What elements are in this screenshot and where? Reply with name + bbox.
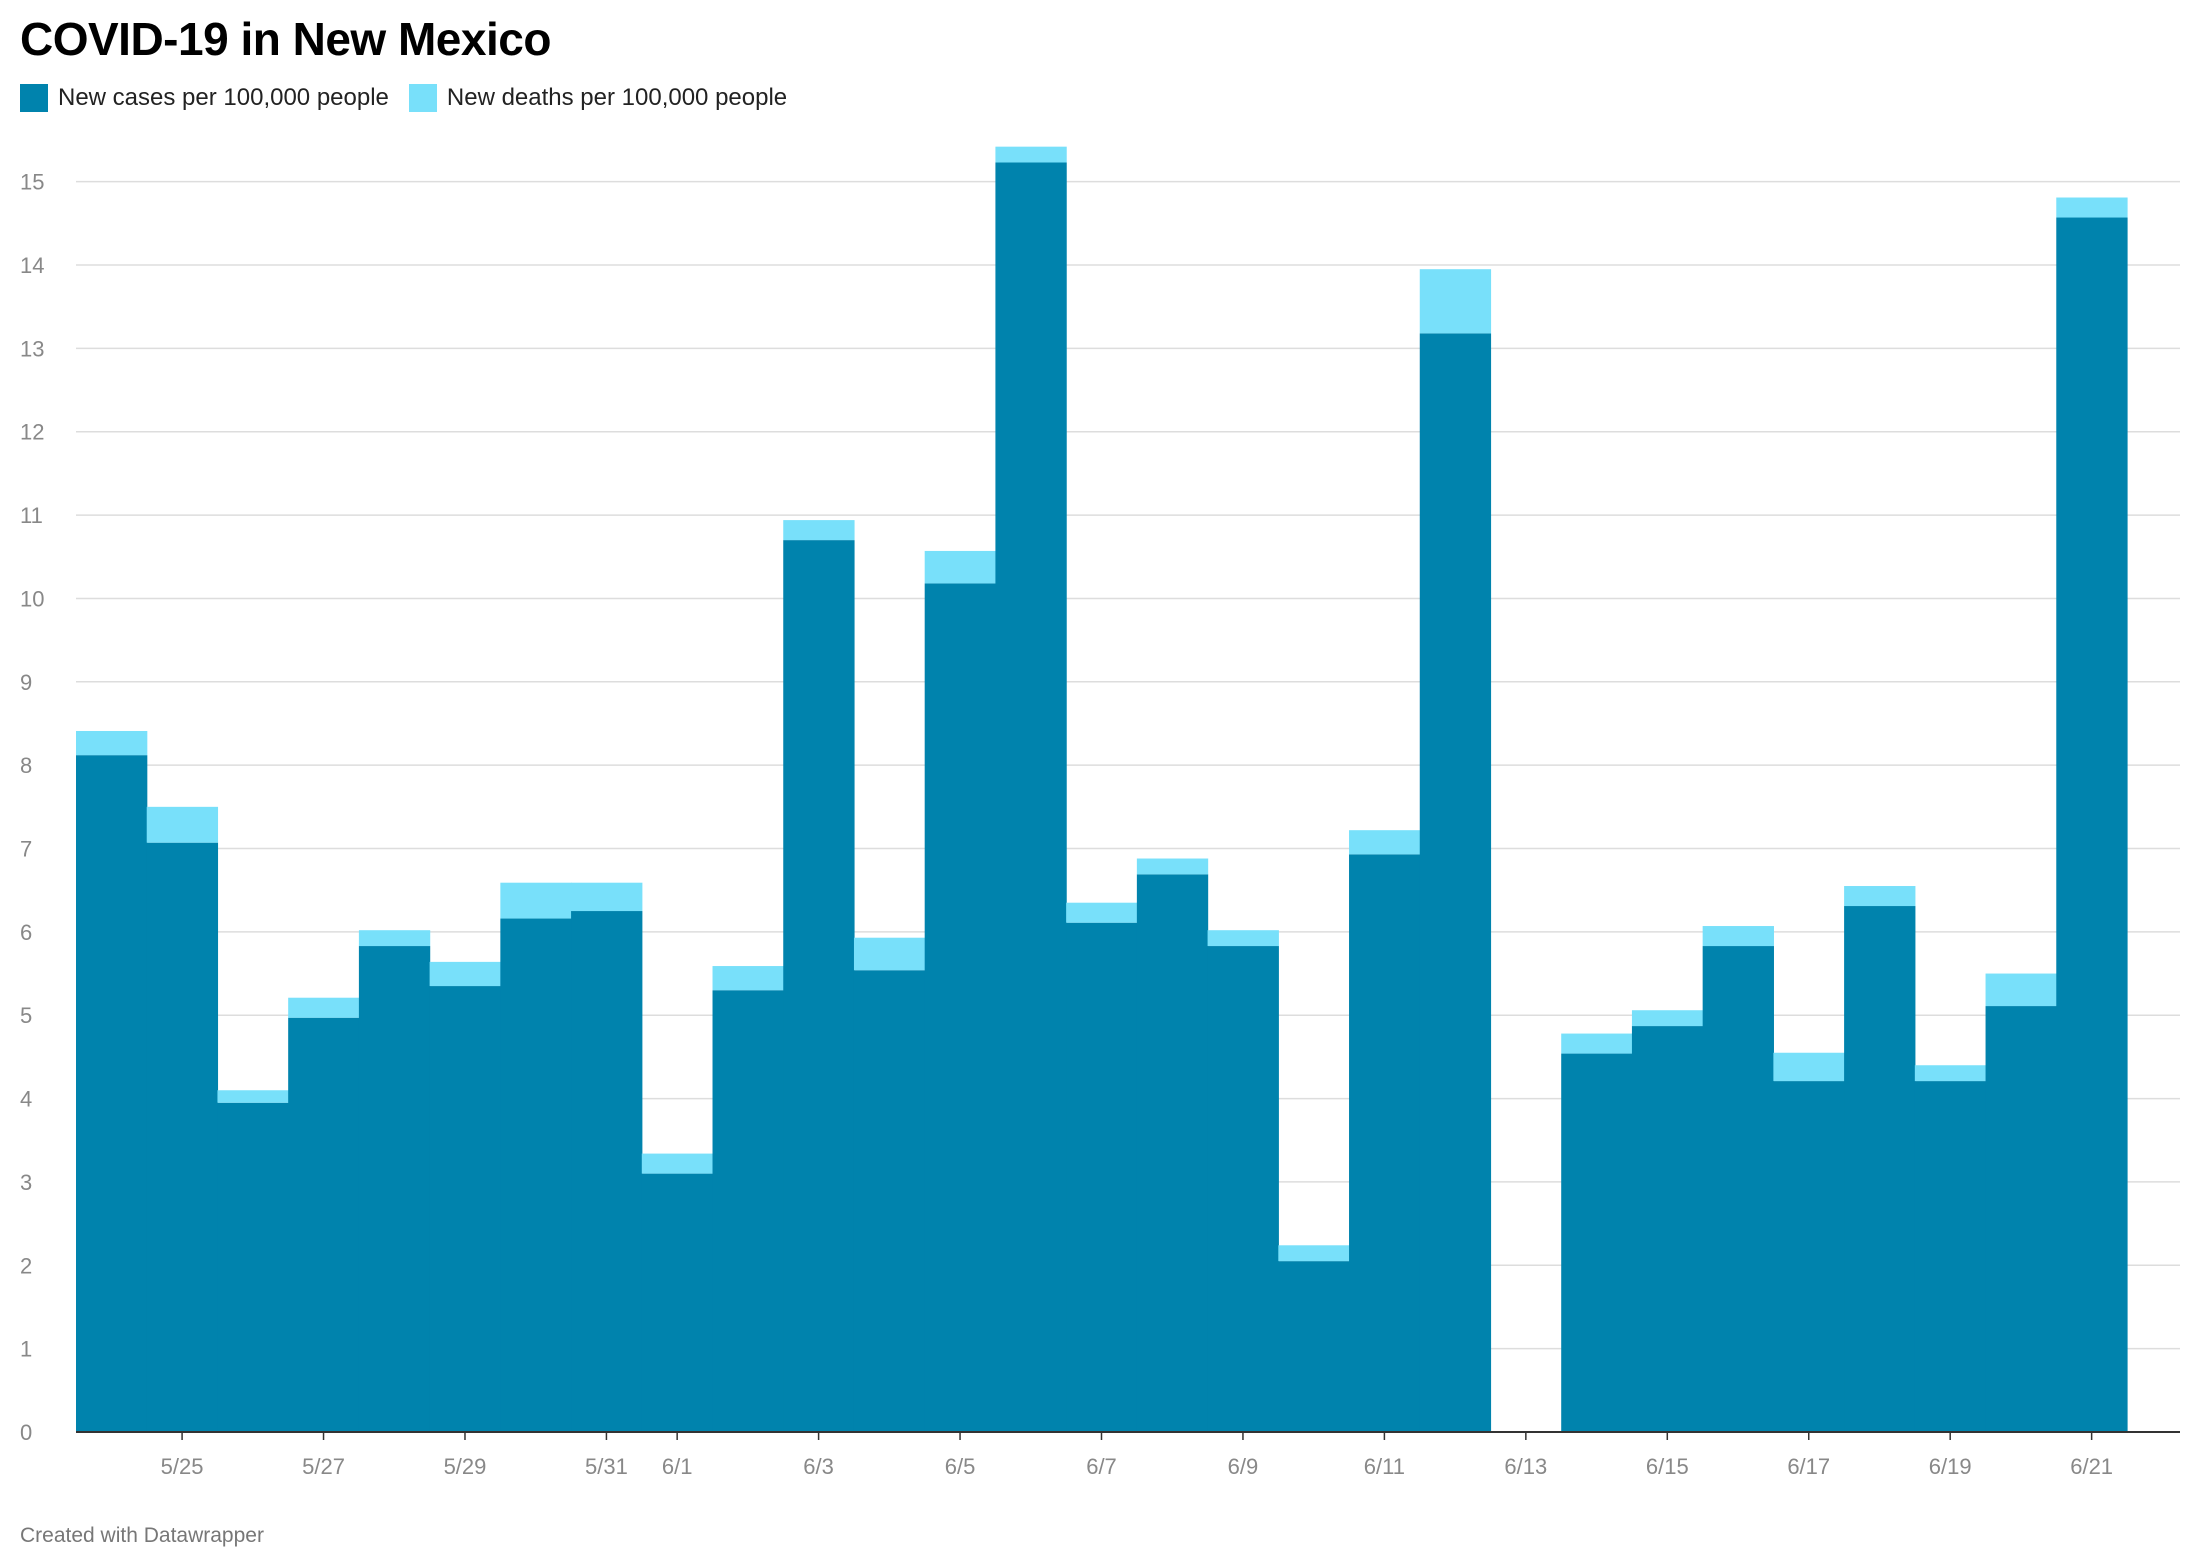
bar-deaths [712,966,784,991]
y-tick-label: 15 [20,170,44,195]
x-tick-label: 5/25 [161,1454,204,1479]
bar-deaths [288,997,360,1018]
bar-cases [76,755,148,1432]
bar-deaths [1419,269,1492,334]
y-tick-label: 9 [20,670,32,695]
bar-cases [924,583,997,1432]
y-tick-label: 11 [20,503,43,528]
bar-deaths [571,882,643,912]
x-tick-label: 6/1 [662,1454,693,1479]
bar-deaths [853,937,926,971]
bar-deaths [1136,858,1209,875]
bar-deaths [2056,197,2128,218]
bar-cases [217,1102,289,1432]
bar-cases [1773,1081,1845,1432]
bar-cases [1561,1053,1633,1432]
bar-cases [641,1173,714,1432]
footer-credit: Created with Datawrapper [20,1524,264,1547]
bar-deaths [146,806,219,843]
y-tick-label: 14 [20,253,44,278]
bar-cases [712,990,784,1432]
x-tick-label: 6/19 [1929,1454,1972,1479]
bar-cases [1419,333,1492,1432]
y-tick-label: 2 [20,1253,32,1278]
bar-deaths [1066,902,1138,923]
bar-deaths [429,961,501,987]
bar-deaths [1844,886,1916,907]
bar-cases [571,911,643,1432]
bar-cases [1349,854,1421,1432]
legend: New cases per 100,000 people New deaths … [20,84,807,112]
bar-cases [1278,1261,1350,1432]
bar-cases [1985,1006,2057,1432]
bar-cases [288,1017,360,1432]
legend-item-deaths: New deaths per 100,000 people [408,84,788,112]
bar-deaths [217,1090,289,1103]
x-tick-label: 5/27 [302,1454,345,1479]
chart-title: COVID-19 in New Mexico [20,13,551,65]
y-tick-label: 8 [20,753,32,778]
bar-cases [1631,1026,1704,1432]
bar-deaths [783,520,855,541]
bar-deaths [500,882,572,919]
bar-cases [1066,922,1138,1432]
x-tick-label: 6/21 [2070,1454,2113,1479]
bar-deaths [1702,926,1774,947]
x-tick-label: 6/5 [945,1454,976,1479]
y-tick-label: 13 [20,336,44,361]
bar-deaths [641,1153,714,1174]
y-tick-label: 12 [20,420,44,445]
legend-swatch-cases [20,84,48,112]
bar-cases [2056,217,2128,1432]
bar-cases [1136,874,1209,1432]
x-tick-label: 5/29 [444,1454,487,1479]
bar-cases [995,162,1067,1432]
y-tick-label: 7 [20,837,32,862]
legend-swatch-deaths [408,84,437,112]
x-tick-label: 6/3 [803,1454,834,1479]
x-tick-label: 5/31 [585,1454,628,1479]
bar-deaths [1207,930,1279,947]
bar-cases [500,918,572,1432]
bar-deaths [1349,830,1421,855]
bar-cases [1702,946,1774,1432]
x-tick-label: 6/17 [1787,1454,1830,1479]
y-tick-label: 3 [20,1170,32,1195]
bar-cases [358,946,431,1432]
y-tick-label: 4 [20,1087,32,1112]
bar-cases [146,842,219,1432]
x-tick-label: 6/13 [1504,1454,1547,1479]
bar-cases [1207,946,1279,1432]
x-tick-label: 6/11 [1364,1454,1405,1479]
bar-deaths [76,730,148,756]
bar-deaths [1773,1052,1845,1082]
y-tick-label: 0 [20,1420,32,1445]
bar-cases [429,986,501,1432]
y-tick-label: 6 [20,920,32,945]
bar-cases [783,540,855,1432]
y-tick-label: 10 [20,586,44,611]
bar-deaths [1914,1065,1987,1082]
bar-deaths [995,146,1067,163]
bar-deaths [358,930,431,947]
bar-cases [853,970,926,1432]
bar-deaths [924,550,997,584]
bar-deaths [1631,1010,1704,1027]
x-tick-label: 6/9 [1228,1454,1259,1479]
y-tick-label: 1 [20,1337,32,1362]
legend-item-cases: New cases per 100,000 people [20,84,389,112]
x-tick-label: 6/15 [1646,1454,1689,1479]
bar-deaths [1561,1033,1633,1054]
bar-cases [1844,906,1916,1432]
legend-label-cases: New cases per 100,000 people [58,84,389,111]
bar-deaths [1278,1245,1350,1262]
legend-label-deaths: New deaths per 100,000 people [446,84,788,111]
y-tick-label: 5 [20,1003,32,1028]
bar-cases [1914,1081,1987,1432]
x-tick-label: 6/7 [1086,1454,1117,1479]
bar-deaths [1985,973,2057,1007]
